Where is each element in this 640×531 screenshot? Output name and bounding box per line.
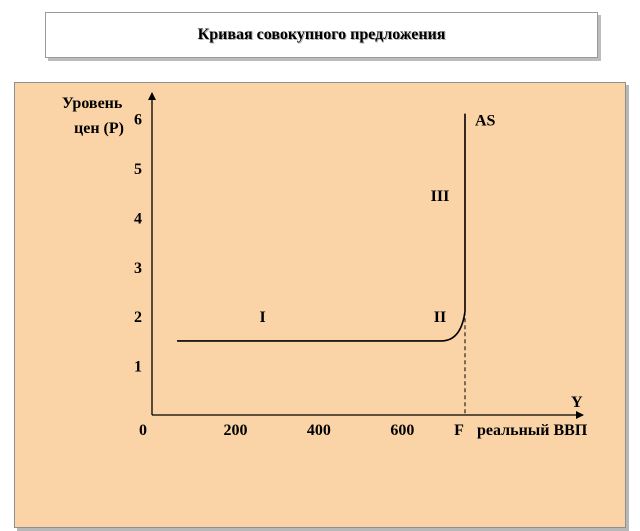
chart-title: Кривая совокупного предложения [197, 26, 446, 43]
y-tick-label: 2 [134, 309, 142, 326]
as-curve-label: AS [475, 113, 496, 130]
y-tick-label: 6 [134, 112, 142, 129]
chart-panel: 0 1 2 3 4 5 6 200 400 600 F Уровень цен (P) реальный… [14, 82, 626, 528]
segment-label: I [259, 309, 265, 326]
x-tick-label: 400 [307, 422, 331, 439]
as-curve [177, 113, 466, 342]
x-axis-symbol: Y [571, 394, 583, 411]
title-box: Кривая совокупного предложения [45, 12, 598, 58]
x-axis-label: реальный ВВП [477, 422, 588, 439]
y-axis-label-line-2: цен (P) [74, 120, 124, 137]
y-tick-label: 5 [134, 161, 142, 178]
x-tick-label: F [454, 422, 464, 439]
x-tick-label: 600 [390, 422, 414, 439]
y-tick-label: 4 [134, 210, 142, 227]
y-tick-label: 1 [134, 359, 142, 376]
x-tick-label: 200 [223, 422, 247, 439]
aggregate-supply-chart: 0 1 2 3 4 5 6 200 400 600 F Уровень цен (P) реальный… [62, 92, 588, 439]
y-tick-label: 3 [134, 260, 142, 277]
origin-label: 0 [139, 422, 147, 439]
segment-label: II [434, 309, 446, 326]
y-axis-label-line-1: Уровень [62, 95, 123, 112]
segment-label: III [431, 188, 450, 205]
